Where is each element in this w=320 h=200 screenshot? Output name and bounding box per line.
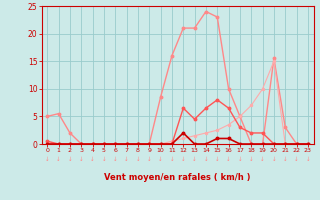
X-axis label: Vent moyen/en rafales ( km/h ): Vent moyen/en rafales ( km/h ) — [104, 173, 251, 182]
